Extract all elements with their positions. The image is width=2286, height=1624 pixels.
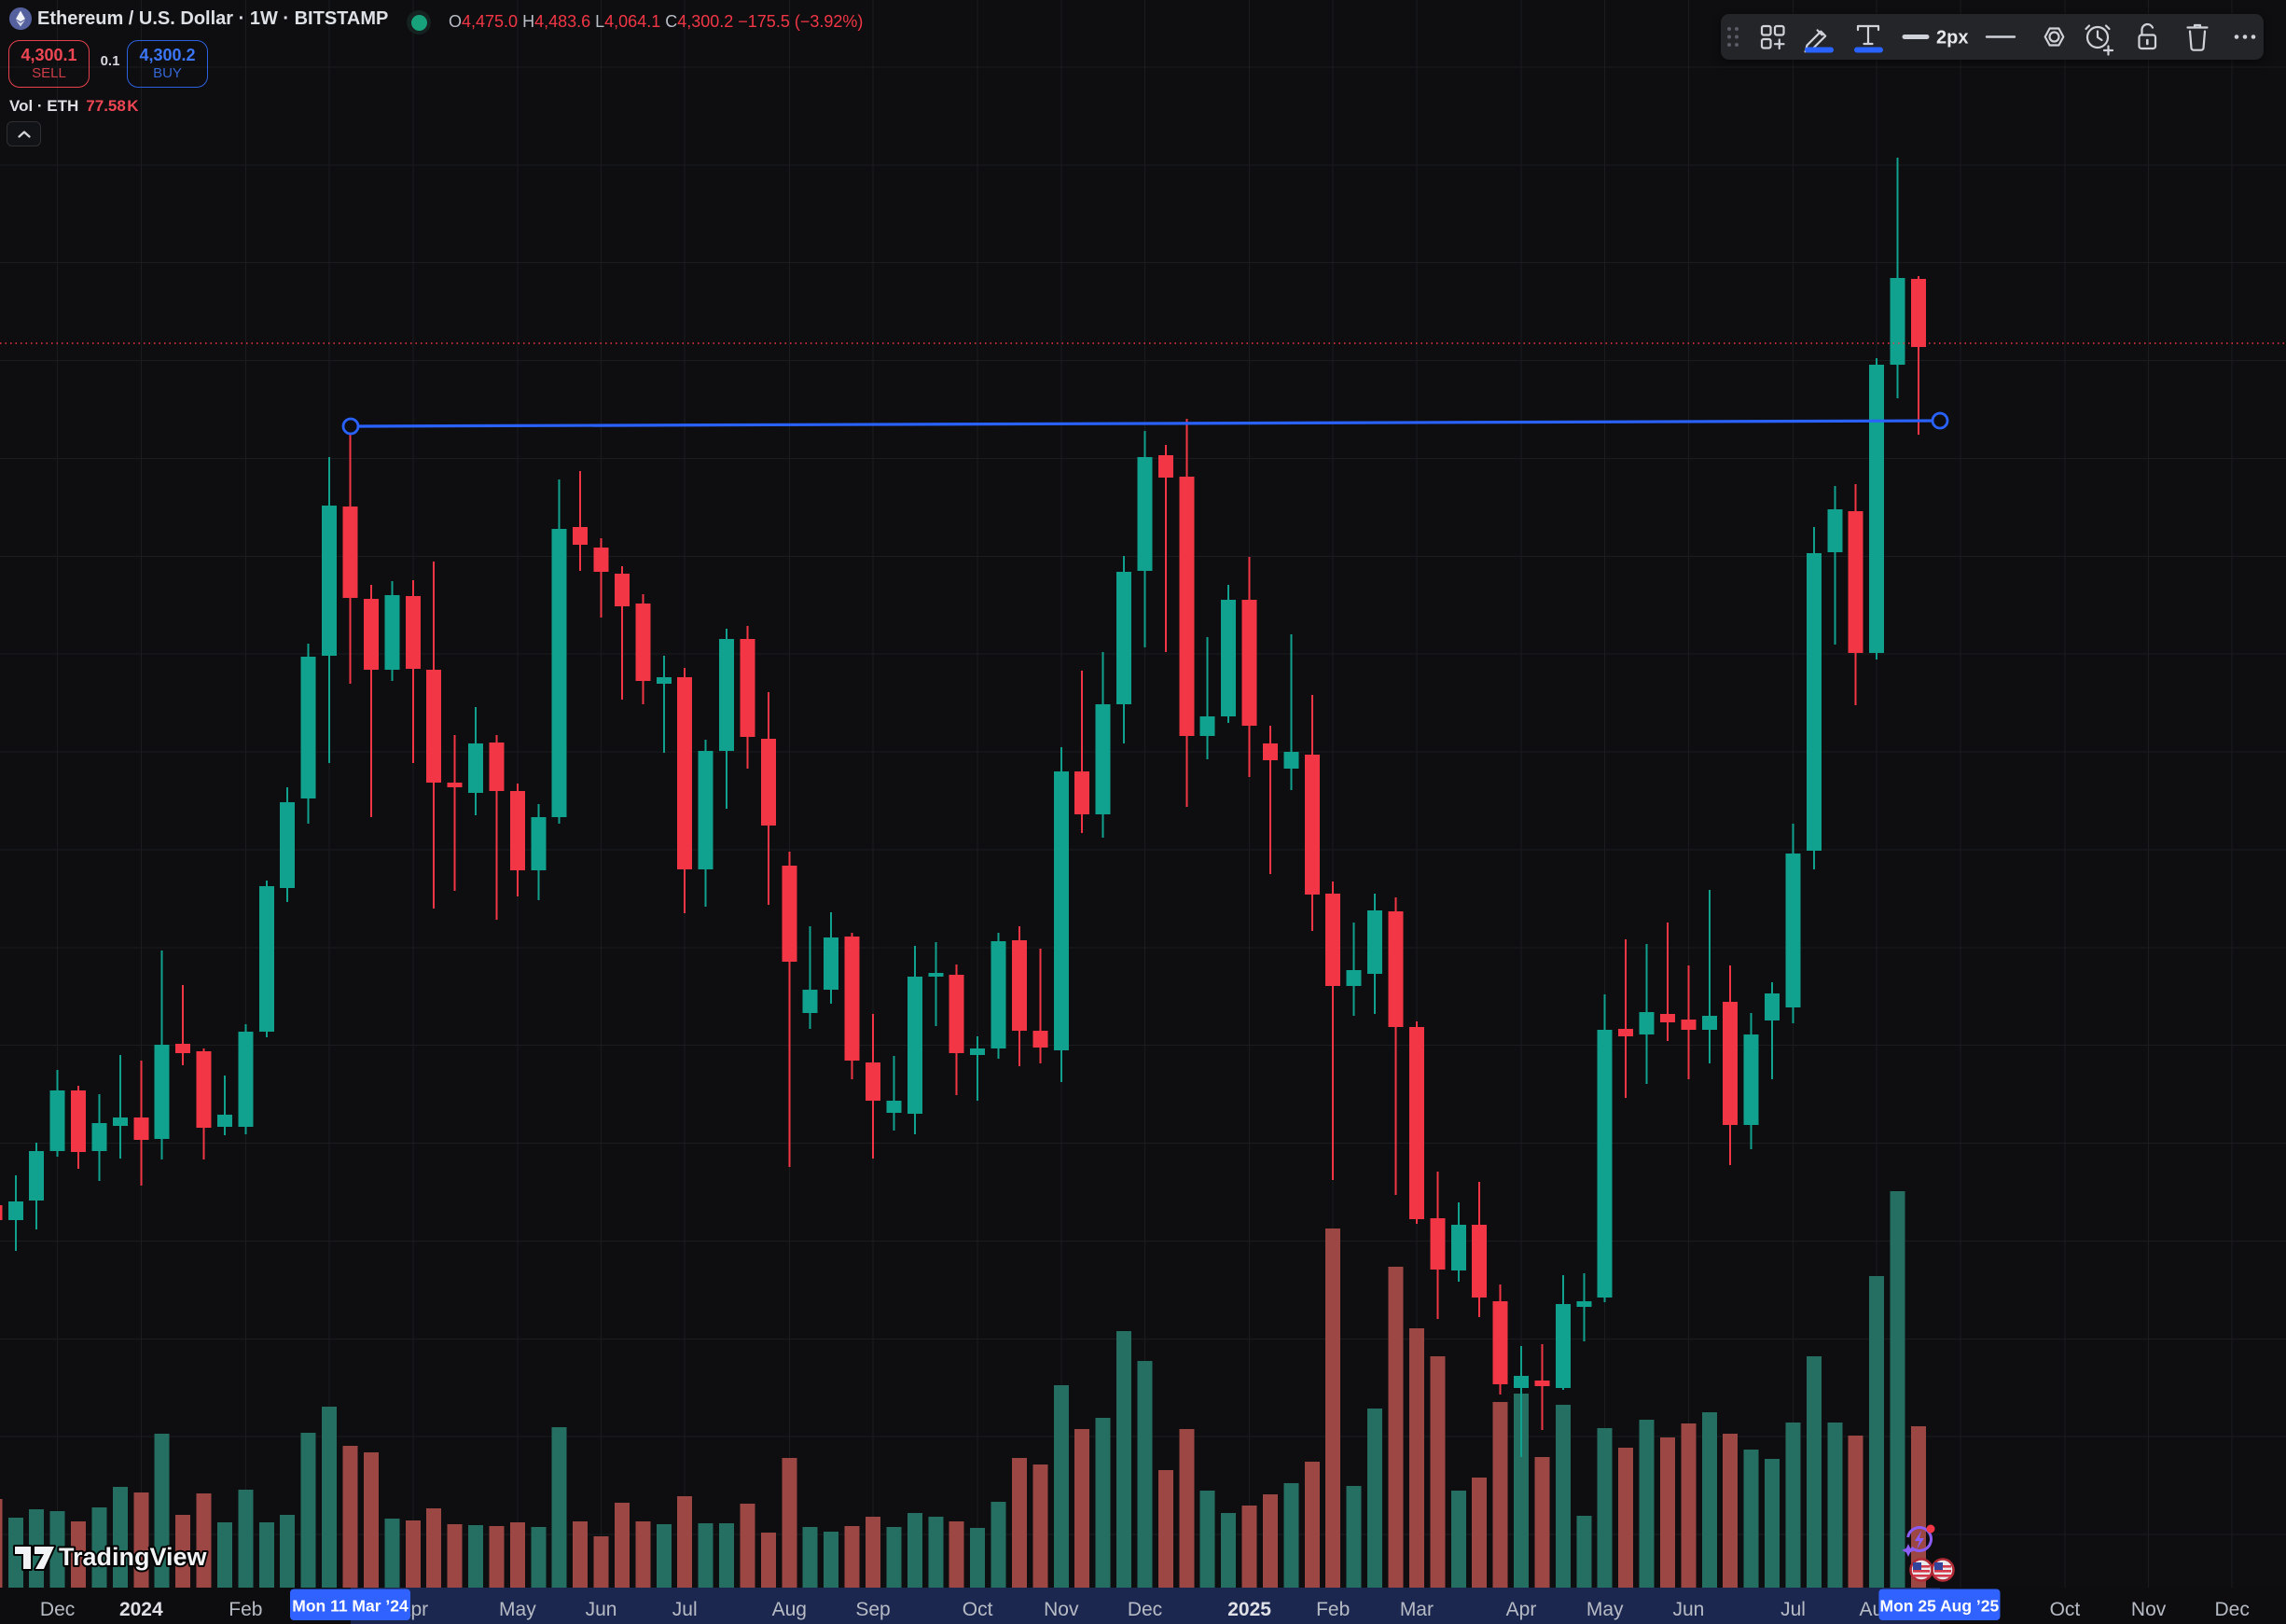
svg-text:Sep: Sep [855, 1599, 890, 1620]
svg-text:Mon 11 Mar ’24: Mon 11 Mar ’24 [292, 1597, 409, 1616]
svg-text:2025: 2025 [1227, 1599, 1271, 1620]
svg-text:Mar: Mar [1400, 1599, 1434, 1620]
svg-text:2024: 2024 [119, 1599, 163, 1620]
svg-text:Jul: Jul [1780, 1599, 1806, 1620]
svg-text:Apr: Apr [1506, 1599, 1537, 1620]
svg-text:Feb: Feb [1316, 1599, 1350, 1620]
svg-text:Nov: Nov [1044, 1599, 1079, 1620]
svg-text:Feb: Feb [229, 1599, 262, 1620]
svg-text:Jun: Jun [1672, 1599, 1704, 1620]
svg-text:Dec: Dec [1128, 1599, 1162, 1620]
svg-text:Oct: Oct [963, 1599, 993, 1620]
svg-text:Jul: Jul [672, 1599, 698, 1620]
svg-text:May: May [499, 1599, 536, 1620]
svg-text:Mon 25 Aug ’25: Mon 25 Aug ’25 [1880, 1597, 2000, 1616]
svg-text:TradingView: TradingView [59, 1543, 208, 1571]
svg-text:Dec: Dec [2215, 1599, 2250, 1620]
svg-text:May: May [1586, 1599, 1624, 1620]
svg-text:Aug: Aug [772, 1599, 807, 1620]
svg-text:Oct: Oct [2050, 1599, 2081, 1620]
svg-text:2px: 2px [1936, 28, 1968, 49]
svg-text:Dec: Dec [40, 1599, 75, 1620]
svg-text:Jun: Jun [586, 1599, 617, 1620]
svg-text:Nov: Nov [2131, 1599, 2167, 1620]
